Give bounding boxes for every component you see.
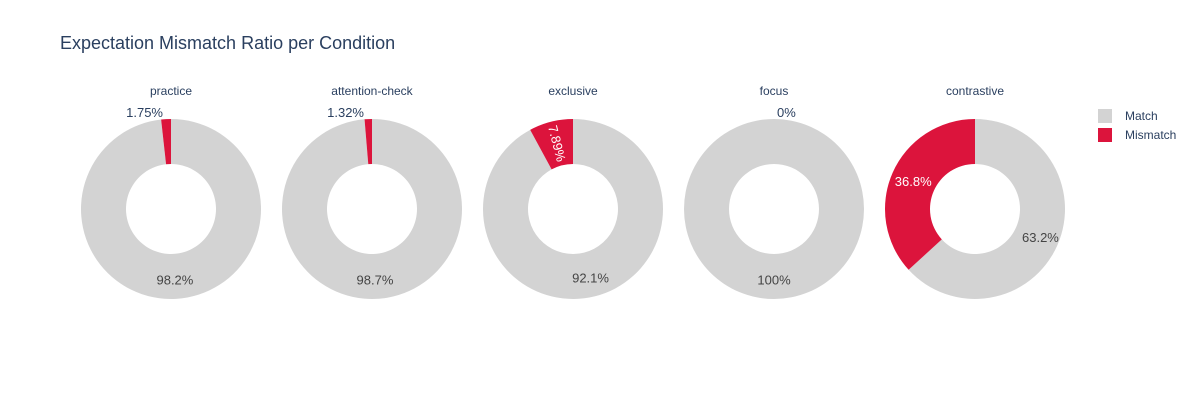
slice-match [80,119,261,299]
donut-title: exclusive [548,84,598,98]
slice-mismatch [884,119,975,270]
label-mismatch: 1.32% [327,105,364,120]
slice-match [908,119,1065,299]
slice-match [684,119,864,299]
donut-title: practice [150,84,192,98]
label-match: 98.2% [156,272,193,287]
legend-label-mismatch: Mismatch [1125,127,1177,142]
legend-label-match: Match [1125,108,1158,123]
legend-swatch-mismatch [1098,127,1112,142]
donut-focus: focus 100% 0% [684,84,864,299]
label-mismatch: 36.8% [895,174,932,189]
chart-title: Expectation Mismatch Ratio per Condition [60,33,396,53]
donut-title: focus [760,84,789,98]
donut-attention-check: attention-check 98.7% 1.32% [282,84,463,299]
slice-match [282,119,463,299]
legend-swatch-match [1098,108,1112,123]
label-mismatch: 0% [777,105,796,120]
donut-title: attention-check [331,84,413,98]
label-mismatch: 1.75% [126,105,163,120]
slice-mismatch [364,119,372,165]
slice-match [482,119,663,299]
label-match: 92.1% [572,270,609,285]
legend[interactable]: Match Mismatch [1098,106,1176,144]
label-match: 98.7% [357,272,394,287]
slice-mismatch [530,119,573,170]
label-match: 63.2% [1022,230,1059,245]
donut-contrastive: contrastive 63.2% 36.8% [884,84,1065,299]
label-match: 100% [757,273,791,288]
donut-practice: practice 98.2% 1.75% [80,84,261,299]
donut-title: contrastive [946,84,1004,98]
legend-item-mismatch[interactable]: Mismatch [1098,125,1176,144]
slice-mismatch [161,119,171,165]
legend-item-match[interactable]: Match [1098,106,1176,125]
